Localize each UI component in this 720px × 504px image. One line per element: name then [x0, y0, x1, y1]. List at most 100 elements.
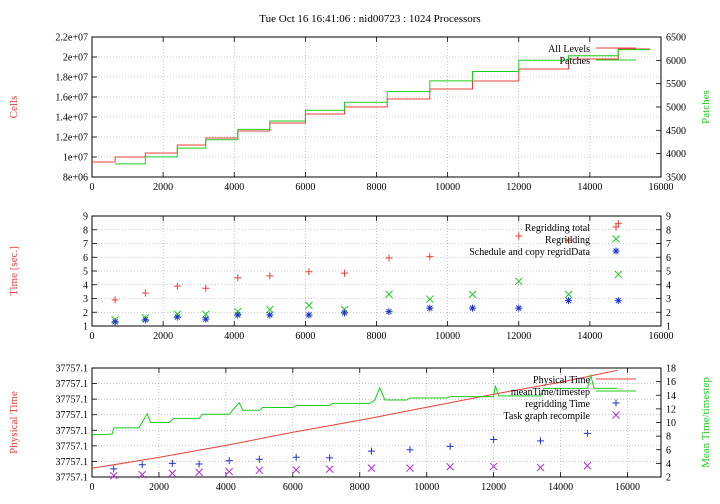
series-line-1	[115, 49, 651, 165]
legend-swatch	[612, 411, 620, 419]
data-point	[426, 304, 434, 312]
y2-tick-label: 4500	[666, 126, 686, 137]
y2-tick-label: 3	[666, 294, 671, 305]
data-point	[614, 297, 622, 305]
data-point	[406, 464, 414, 472]
y2-tick-label: 6500	[666, 33, 686, 44]
data-point	[565, 297, 573, 305]
y2-tick-label: 4	[666, 280, 671, 291]
data-point	[583, 429, 591, 437]
y-tick-label: 1.8e+07	[55, 73, 88, 84]
x-tick-label: 8000	[350, 482, 370, 493]
legend-entry: Regridding	[545, 235, 620, 246]
y-tick-label: 1.4e+07	[55, 113, 88, 124]
data-point	[195, 468, 203, 477]
x-tick-label: 0	[90, 482, 95, 493]
plot-frame	[91, 367, 662, 478]
y2-axis-label: Patches	[700, 90, 712, 124]
x-tick-label: 14000	[577, 182, 602, 193]
legend-label: meanTime/timestep	[511, 387, 590, 398]
y2-tick-label: 18	[666, 364, 676, 375]
legend-label: Task graph recompile	[504, 411, 591, 422]
data-point	[202, 315, 210, 323]
x-tick-label: 2000	[149, 482, 169, 493]
x-tick-label: 12000	[506, 331, 531, 342]
x-tick-label: 16000	[649, 182, 674, 193]
y-tick-label: 7	[83, 239, 88, 250]
data-point	[138, 461, 146, 469]
y-tick-label: 6	[83, 253, 88, 264]
data-point	[173, 282, 181, 290]
legend-swatch	[612, 399, 620, 407]
data-point	[489, 462, 498, 471]
x-tick-label: 4000	[224, 331, 244, 342]
data-point	[490, 436, 498, 444]
data-point	[305, 311, 313, 319]
y2-tick-label: 6000	[666, 56, 686, 67]
legend-label: Regridding total	[525, 223, 590, 234]
x-tick-label: 10000	[414, 482, 439, 493]
legend-label: All Levels	[548, 44, 590, 55]
data-point	[225, 467, 234, 476]
data-point	[202, 284, 210, 292]
y2-tick-label: 8	[666, 432, 671, 443]
legend-entry: Regridding total	[525, 223, 620, 234]
data-point	[426, 253, 434, 261]
y-tick-label: 2.2e+07	[55, 33, 88, 44]
data-point	[537, 437, 545, 445]
y-tick-label: 1	[83, 322, 88, 333]
y-tick-label: 37757.1	[56, 364, 89, 375]
y-tick-label: 1.6e+07	[55, 93, 88, 104]
data-point	[367, 447, 375, 455]
data-point	[305, 268, 313, 276]
legend-label: Schedule and copy regridData	[469, 247, 590, 258]
data-point	[255, 455, 263, 463]
y2-axis-label: Mean Time/timestep	[700, 377, 712, 468]
y2-tick-label: 14	[666, 391, 676, 402]
y2-tick-label: 5000	[666, 103, 686, 114]
y2-tick-label: 12	[666, 404, 676, 415]
data-point	[425, 295, 434, 304]
legend-entry: Task graph recompile	[504, 411, 620, 422]
y2-tick-label: 2	[666, 308, 671, 319]
y-tick-label: 8	[83, 225, 88, 236]
data-point	[340, 309, 348, 317]
data-point	[168, 469, 177, 478]
legend-entry: meanTime/timestep	[511, 387, 636, 398]
y-tick-label: 37757.1	[56, 410, 89, 421]
y2-tick-label: 5500	[666, 79, 686, 90]
chart-panel-middle: 0 2000 4000 6000 8000 10000 12000 14000 16000123…	[8, 212, 674, 343]
x-tick-label: 14000	[548, 482, 573, 493]
data-point	[515, 232, 523, 240]
y-tick-label: 9	[83, 212, 88, 223]
y-tick-label: 37757.1	[56, 457, 89, 468]
legend-label: Regridding	[545, 235, 590, 246]
y2-tick-label: 8	[666, 225, 671, 236]
x-tick-label: 0	[90, 331, 95, 342]
figure-title: Tue Oct 16 16:41:06 : nid00723 : 1024 Pr…	[259, 13, 480, 25]
series-line-1	[91, 373, 618, 436]
x-tick-label: 10000	[435, 331, 460, 342]
chart-panel-top: 0 2000 4000 6000 8000 10000 12000 14000 16000 8e+…	[8, 33, 712, 194]
y-tick-label: 37757.1	[56, 441, 89, 452]
data-point	[564, 290, 573, 299]
y2-tick-label: 4000	[666, 149, 686, 160]
y2-tick-label: 16	[666, 377, 676, 388]
y2-tick-label: 7	[666, 239, 671, 250]
data-point	[305, 301, 313, 310]
x-tick-label: 12000	[506, 182, 531, 193]
y-tick-label: 4	[83, 280, 88, 291]
y2-tick-label: 5	[666, 267, 671, 278]
data-point	[385, 254, 393, 262]
data-point	[173, 313, 181, 321]
data-point	[515, 304, 523, 312]
x-tick-label: 2000	[153, 182, 173, 193]
data-point	[225, 457, 233, 465]
data-point	[292, 453, 300, 461]
y-tick-label: 5	[83, 267, 88, 278]
plot-frame	[91, 215, 662, 327]
y2-tick-label: 6	[666, 445, 671, 456]
y2-tick-label: 6	[666, 253, 671, 264]
data-point	[565, 236, 573, 244]
data-point	[266, 311, 274, 319]
